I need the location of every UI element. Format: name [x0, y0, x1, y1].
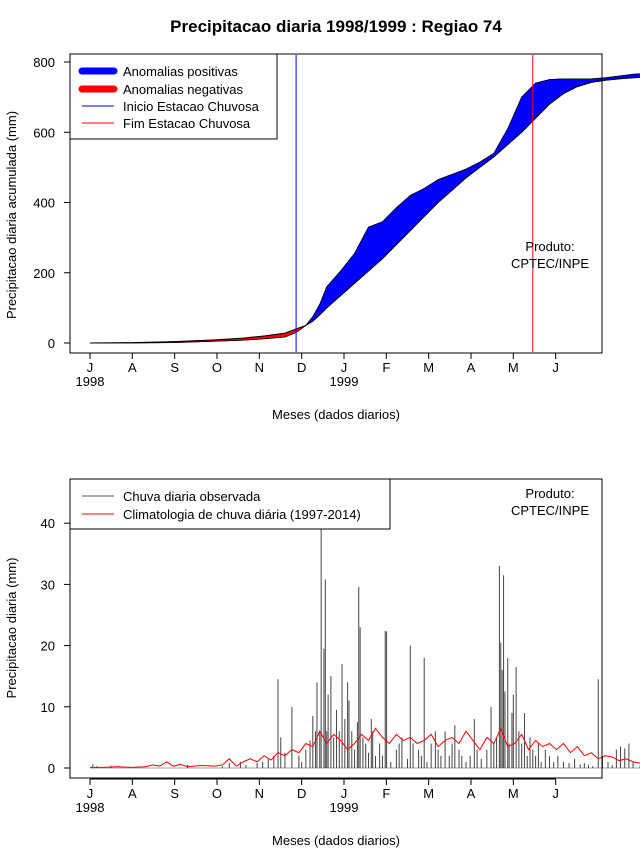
bottom-y-axis-label: Precipitacao diaria (mm): [4, 558, 19, 699]
bottom-x-tick-label: O: [212, 786, 222, 801]
bottom-data-layer: [90, 492, 640, 769]
top-x-tick-label: J: [87, 360, 94, 375]
top-annotation-line-1: Produto:: [525, 239, 574, 254]
legend-label-negative: Anomalias negativas: [123, 82, 243, 97]
bottom-x-tick-label: S: [170, 786, 179, 801]
climatology-cumulative-line: [89, 76, 640, 344]
top-x-tick-label: M: [423, 360, 434, 375]
bottom-annotation-line-1: Produto:: [525, 486, 574, 501]
chart-title: Precipitacao diaria 1998/1999 : Regiao 7…: [170, 17, 502, 36]
top-year-label: 1998: [76, 374, 105, 389]
top-x-tick-label: S: [170, 360, 179, 375]
legend-label-climatology: Climatologia de chuva diária (1997-2014): [123, 507, 361, 522]
top-x-tick-label: O: [212, 360, 222, 375]
top-y-tick-label: 200: [33, 266, 55, 281]
cumulative-precipitation-chart: Precipitacao diaria 1998/1999 : Regiao 7…: [4, 17, 640, 422]
top-annotation-line-2: CPTEC/INPE: [511, 256, 589, 271]
bottom-y-tick-label: 40: [41, 516, 55, 531]
top-x-tick-label: J: [552, 360, 559, 375]
bottom-x-tick-label: J: [87, 786, 94, 801]
bottom-x-tick-label: A: [467, 786, 476, 801]
top-legend: Anomalias positivas Anomalias negativas …: [69, 53, 278, 140]
bottom-y-axis: 0 10 20 30 40: [41, 516, 71, 776]
bottom-legend: Chuva diaria observada Climatologia de c…: [69, 478, 391, 530]
bottom-x-tick-label: J: [552, 786, 559, 801]
top-x-tick-label: A: [128, 360, 137, 375]
bottom-x-tick-label: N: [255, 786, 264, 801]
bottom-y-tick-label: 0: [48, 761, 55, 776]
top-x-tick-label: N: [255, 360, 264, 375]
legend-label-observed: Chuva diaria observada: [123, 489, 261, 504]
top-data-layer: [89, 55, 640, 352]
bottom-x-tick-label: J: [341, 786, 348, 801]
top-x-tick-label: A: [467, 360, 476, 375]
bottom-legend-box: [69, 478, 391, 530]
top-x-tick-label: D: [297, 360, 306, 375]
bottom-annotation-line-2: CPTEC/INPE: [511, 503, 589, 518]
bottom-year-label: 1999: [330, 800, 359, 815]
top-y-tick-label: 600: [33, 125, 55, 140]
top-y-tick-label: 800: [33, 55, 55, 70]
bottom-x-tick-label: D: [297, 786, 306, 801]
legend-label-onset: Inicio Estacao Chuvosa: [123, 99, 260, 114]
observed-cumulative-line: [90, 73, 640, 344]
legend-label-positive: Anomalias positivas: [123, 64, 238, 79]
bottom-year-label: 1998: [76, 800, 105, 815]
bottom-x-tick-label: M: [508, 786, 519, 801]
top-year-label: 1999: [330, 374, 359, 389]
bottom-y-tick-label: 20: [41, 639, 55, 654]
legend-label-end: Fim Estacao Chuvosa: [123, 116, 251, 131]
bottom-x-axis-label: Meses (dados diarios): [272, 833, 400, 848]
top-x-tick-label: F: [382, 360, 390, 375]
bottom-x-tick-label: F: [382, 786, 390, 801]
top-x-axis-label: Meses (dados diarios): [272, 407, 400, 422]
top-y-axis: 0 200 400 600 800: [33, 55, 71, 351]
bottom-x-tick-label: A: [128, 786, 137, 801]
bottom-x-tick-label: M: [423, 786, 434, 801]
top-y-axis-label: Precipitacao diaria acumulada (mm): [4, 111, 19, 319]
top-y-tick-label: 400: [33, 196, 55, 211]
bottom-y-tick-label: 10: [41, 700, 55, 715]
top-y-tick-label: 0: [48, 336, 55, 351]
top-x-tick-label: M: [508, 360, 519, 375]
top-x-tick-label: J: [341, 360, 348, 375]
bottom-y-tick-label: 30: [41, 577, 55, 592]
